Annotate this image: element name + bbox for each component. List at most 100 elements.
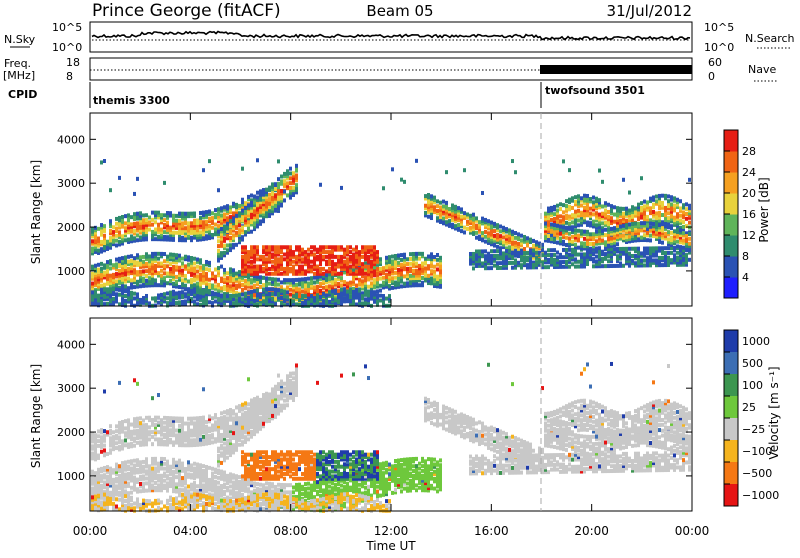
power-cell-242	[118, 218, 121, 223]
power-cell-2764	[406, 276, 409, 281]
power-cell-41	[94, 242, 97, 247]
power-cell-679	[175, 255, 178, 260]
power-cell-663	[172, 216, 175, 221]
power-cell-1723	[271, 196, 274, 201]
power-cell-4390	[688, 244, 691, 249]
power-cell-3387	[547, 229, 550, 234]
power-cell-962	[208, 233, 211, 238]
power-cell-729	[181, 230, 184, 235]
power-cell-2474	[355, 290, 358, 295]
power-cell-4384	[688, 213, 691, 218]
power-cell-818	[193, 278, 196, 283]
power-cell-3034	[475, 218, 478, 223]
power-cell-674	[175, 274, 178, 279]
power-cell-1060	[220, 213, 223, 218]
power-cell-2856	[427, 197, 430, 202]
power-cell-4189	[661, 263, 664, 268]
power-cell-87	[100, 249, 103, 254]
power-cell-3079	[484, 261, 487, 266]
power-cell-408	[139, 257, 142, 262]
power-cell-3762	[601, 240, 604, 245]
power-cell-3991	[634, 263, 637, 268]
power-cell-4005	[634, 206, 637, 211]
power-cell-36	[94, 266, 97, 271]
power-cell-196	[112, 301, 115, 306]
power-cell-2953	[448, 214, 451, 219]
power-cell-2988	[460, 217, 463, 222]
power-cell-627	[169, 254, 172, 259]
power-cell-1535	[256, 288, 259, 293]
power-cell-3867	[616, 206, 619, 211]
power-cell-936	[205, 236, 208, 241]
power-cell-898	[202, 278, 205, 283]
velocity-cell-137	[106, 477, 109, 482]
velocity-cell-181	[112, 477, 115, 482]
velocity-cell-435	[145, 481, 148, 486]
power-ytick-1: 3000	[57, 177, 85, 190]
power-cell-1437	[250, 247, 253, 252]
power-cell-4145	[655, 251, 658, 256]
velocity-cell-150	[106, 494, 109, 499]
power-cell-3633	[583, 244, 586, 249]
power-cell-1431	[250, 264, 253, 269]
power-cell-2554	[367, 275, 370, 280]
power-cell-1646	[265, 266, 268, 271]
power-cell-931	[205, 274, 208, 279]
power-cell-1341	[244, 210, 247, 215]
power-cell-965	[208, 226, 211, 231]
power-cell-2180	[319, 254, 322, 259]
power-cell-3936	[625, 209, 628, 214]
power-cell-188	[112, 263, 115, 268]
power-cell-2249	[328, 252, 331, 257]
power-cell-2494	[358, 303, 361, 308]
power-cell-2971	[454, 212, 457, 217]
power-cell-1195	[232, 201, 235, 206]
power-cell-2448	[352, 292, 355, 297]
power-cell-1090	[223, 219, 226, 224]
power-cell-3371	[547, 253, 550, 258]
power-cell-3261	[523, 239, 526, 244]
power-cell-1065	[220, 251, 223, 256]
power-cell-3257	[523, 254, 526, 259]
power-cell-4241	[667, 206, 670, 211]
power-cell-3370	[547, 257, 550, 262]
velocity-cell-540	[157, 500, 160, 505]
velocity-cell-177	[112, 487, 115, 492]
power-cell-1133	[226, 228, 229, 233]
power-cell-2884	[433, 274, 436, 279]
power-cell-4026	[637, 212, 640, 217]
power-cell-3565	[574, 202, 577, 207]
power-cell-3802	[607, 242, 610, 247]
power-cell-634	[169, 225, 172, 230]
power-cell-2140	[313, 296, 316, 301]
power-cell-1374	[247, 216, 250, 221]
velocity-cell-370	[136, 463, 139, 468]
power-cell-4249	[667, 232, 670, 237]
power-cell-610	[166, 223, 169, 228]
power-cell-3056	[478, 249, 481, 254]
power-cell-1333	[244, 201, 247, 206]
power-cell-2160	[316, 298, 319, 303]
power-cell-3939	[625, 237, 628, 242]
power-cell-1462	[253, 194, 256, 199]
velocity-cell-283	[124, 438, 127, 443]
power-cell-1874	[283, 171, 286, 176]
power-cell-2780	[409, 252, 412, 257]
power-cell-3363	[544, 231, 547, 236]
power-cell-914	[202, 212, 205, 217]
velocity-cell-69	[97, 455, 100, 460]
power-cell-1781	[274, 302, 277, 307]
power-cell-1068	[220, 239, 223, 244]
power-cell-2221	[325, 269, 328, 274]
power-cell-3969	[631, 261, 634, 266]
power-cell-4132	[652, 202, 655, 207]
velocity-cell-251	[121, 468, 124, 473]
velocity-cell-363	[133, 378, 136, 383]
power-cell-3088	[487, 231, 490, 236]
power-cell-4079	[643, 221, 646, 226]
power-cell-1346	[244, 266, 247, 271]
power-cell-4255	[670, 246, 673, 251]
power-cell-3359	[544, 211, 547, 216]
power-cell-653	[172, 255, 175, 260]
velocity-cell-433	[142, 498, 145, 503]
